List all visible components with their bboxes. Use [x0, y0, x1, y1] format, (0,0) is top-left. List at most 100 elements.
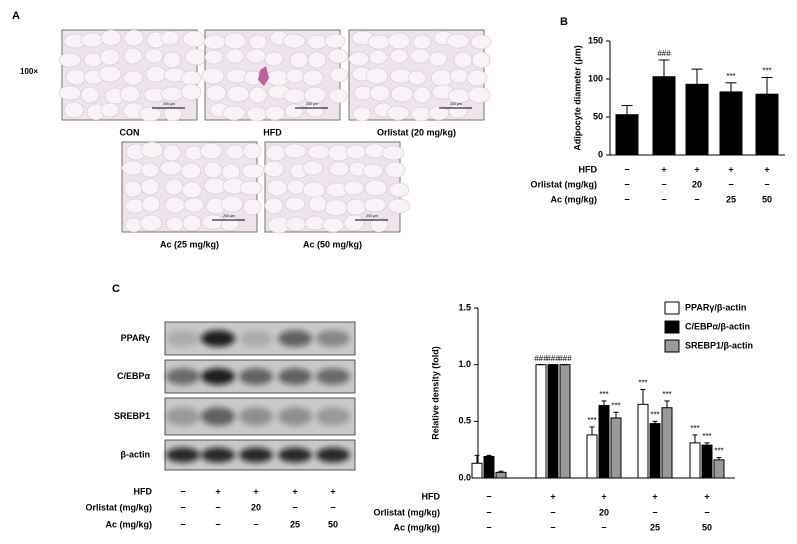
- treatment-value: −: [661, 179, 666, 189]
- cell: [265, 144, 287, 162]
- cell: [180, 162, 202, 180]
- bar: [535, 364, 547, 479]
- treatment-value: −: [180, 486, 185, 496]
- cell: [410, 106, 432, 122]
- treatment-value: −: [486, 507, 491, 517]
- cell: [220, 216, 240, 232]
- cell: [449, 68, 469, 84]
- cell: [264, 51, 284, 67]
- treatment-value: −: [215, 519, 220, 529]
- treatment-label: HFD: [579, 164, 598, 174]
- cell: [467, 86, 491, 104]
- cell: [140, 162, 160, 178]
- cell: [282, 33, 306, 49]
- cell: [285, 216, 307, 232]
- y-tick-label: 50: [593, 111, 603, 121]
- bar: [559, 364, 571, 479]
- legend-swatch: [664, 339, 680, 353]
- cell: [266, 69, 290, 87]
- cell: [141, 195, 161, 213]
- cell: [242, 142, 262, 160]
- cell: [225, 144, 245, 160]
- treatment-label: Orlistat (mg/kg): [373, 507, 440, 517]
- y-tick-label: 0.0: [458, 472, 471, 482]
- cell: [471, 51, 491, 69]
- treatment-label: Ac (mg/kg): [393, 522, 440, 532]
- cell: [223, 32, 247, 50]
- cell: [470, 34, 492, 50]
- blot-label: β-actin: [121, 449, 151, 459]
- cell: [365, 67, 389, 85]
- cell: [162, 51, 182, 69]
- treatment-value: −: [180, 502, 185, 512]
- bar: [701, 444, 713, 479]
- treatment-value: +: [330, 486, 335, 496]
- scale-bar-label: 200 μm: [306, 102, 318, 106]
- micrograph-caption: Orlistat (20 mg/kg): [377, 127, 456, 137]
- cell: [165, 216, 185, 232]
- cell: [123, 47, 143, 65]
- scale-bar-label: 200 μm: [163, 102, 175, 106]
- cell: [201, 214, 225, 230]
- blot-band: [316, 330, 350, 347]
- treatment-value: +: [764, 164, 769, 174]
- bar: [610, 417, 622, 479]
- cell: [145, 65, 167, 83]
- blot-band: [239, 330, 273, 347]
- cell: [389, 48, 409, 64]
- treatment-value: +: [652, 491, 657, 501]
- treatment-value: −: [728, 179, 733, 189]
- cell: [390, 85, 414, 103]
- blot-strip: [164, 321, 356, 356]
- cell: [446, 33, 470, 49]
- cell: [289, 51, 309, 69]
- blot-band: [239, 368, 273, 385]
- treatment-value: 20: [251, 502, 261, 512]
- cell: [306, 34, 328, 50]
- cell: [409, 48, 431, 64]
- treatment-value: +: [550, 491, 555, 501]
- treatment-value: +: [704, 491, 709, 501]
- cell: [144, 48, 164, 64]
- cell: [164, 196, 186, 214]
- cell: [159, 160, 183, 176]
- cell: [348, 51, 370, 67]
- vessel: [258, 66, 269, 86]
- cell: [100, 102, 120, 118]
- cell: [246, 106, 268, 122]
- cell: [119, 85, 141, 103]
- treatment-value: −: [330, 502, 335, 512]
- cell: [369, 84, 391, 102]
- cell: [447, 88, 471, 104]
- significance: ***: [662, 390, 671, 399]
- cell: [164, 178, 184, 196]
- treatment-value: 25: [290, 519, 300, 529]
- cell: [123, 29, 145, 47]
- treatment-value: −: [215, 502, 220, 512]
- blot-label: PPARγ: [121, 333, 150, 343]
- cell: [369, 217, 389, 233]
- cell: [242, 198, 262, 216]
- cell: [80, 32, 104, 48]
- bar: [719, 91, 743, 156]
- legend-label: C/EBPα/β-actin: [685, 321, 750, 331]
- treatment-value: +: [661, 164, 666, 174]
- blot-band: [201, 407, 235, 426]
- blot-band: [316, 407, 350, 426]
- cell: [328, 161, 350, 177]
- cell: [160, 30, 180, 46]
- blot-band: [166, 407, 200, 426]
- cell: [308, 195, 328, 213]
- cell: [241, 163, 265, 179]
- micrograph-caption: Ac (25 mg/kg): [160, 239, 219, 249]
- scale-bar-label: 200 μm: [223, 214, 235, 218]
- treatment-value: −: [661, 194, 666, 204]
- blot-strip: [164, 397, 356, 436]
- cell: [181, 181, 203, 199]
- cell: [327, 48, 349, 64]
- cell: [98, 65, 122, 83]
- y-tick-label: 0: [598, 149, 603, 159]
- y-tick-label: 0.5: [458, 416, 471, 426]
- cell: [183, 197, 205, 213]
- treatment-value: −: [624, 164, 629, 174]
